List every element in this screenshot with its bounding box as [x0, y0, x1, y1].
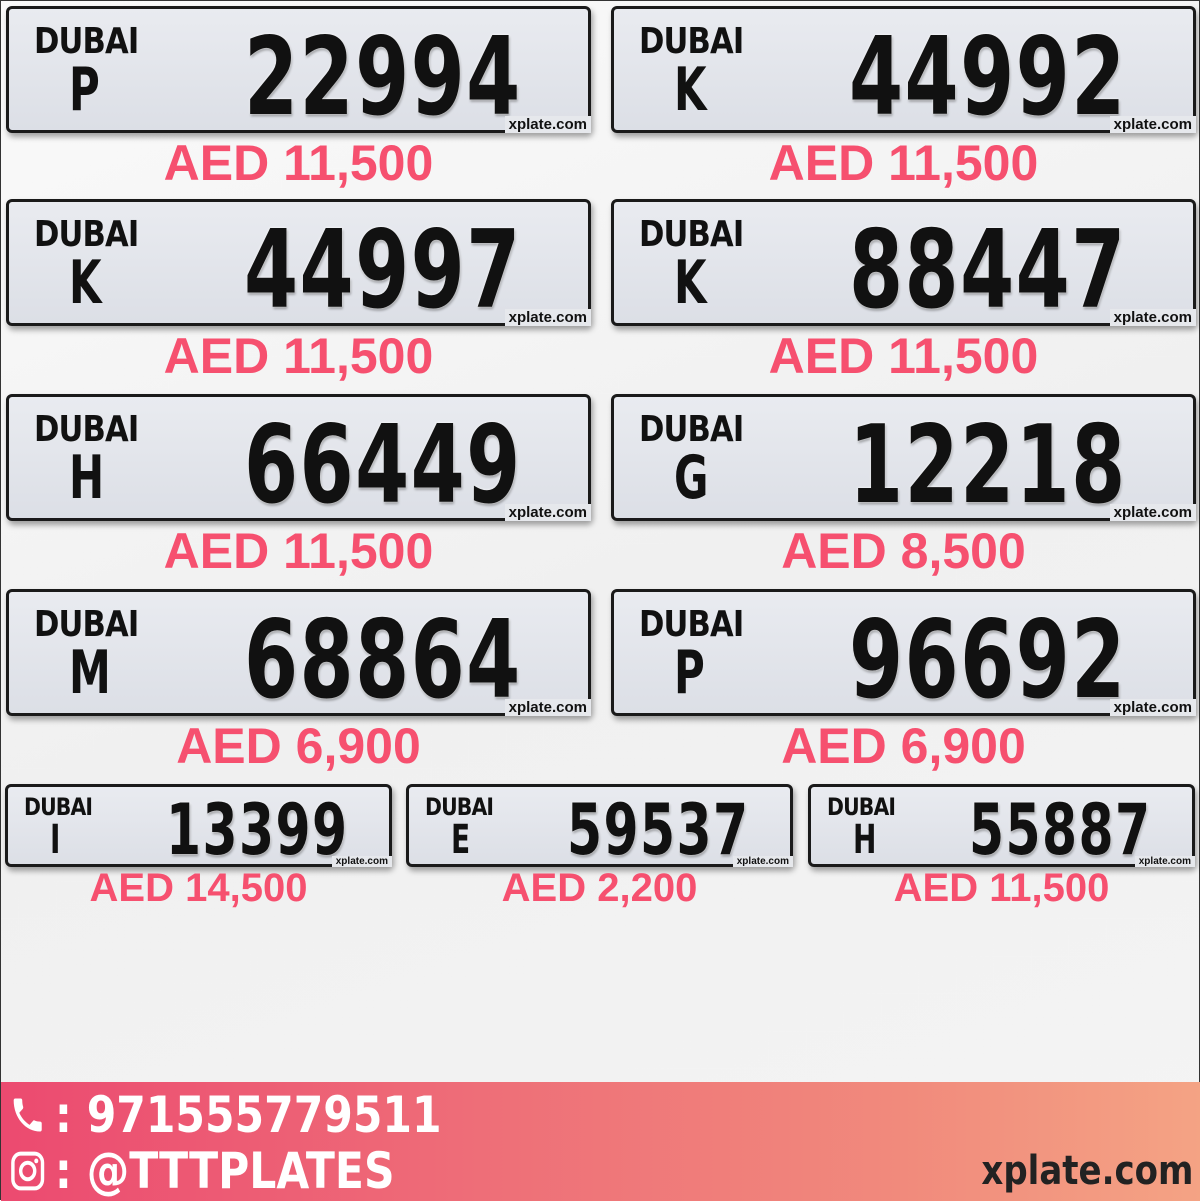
plate-price: AED 6,900 — [176, 718, 421, 774]
watermark: xplate.com — [504, 504, 591, 521]
plate-letter: H — [853, 817, 877, 863]
plate-number: 59537 — [567, 789, 750, 871]
plate-price: AED 11,500 — [163, 135, 434, 191]
plate-number: 13399 — [166, 789, 349, 871]
plate-number: 88447 — [849, 208, 1127, 333]
watermark: xplate.com — [504, 699, 591, 716]
plate-card[interactable]: DUBAI P 22994 xplate.com — [6, 6, 591, 140]
instagram-handle[interactable]: : @TTTPLATES — [54, 1142, 395, 1200]
plate-card[interactable]: DUBAI I 13399 xplate.com — [5, 784, 392, 871]
watermark: xplate.com — [504, 116, 591, 133]
phone-line: : 971555779511 — [9, 1086, 442, 1144]
plate-price: AED 11,500 — [163, 328, 434, 384]
plate-letter: K — [69, 248, 102, 318]
plate-letter: G — [674, 443, 709, 513]
plate-number: 12218 — [849, 403, 1127, 528]
plate-price: AED 11,500 — [893, 866, 1110, 910]
watermark: xplate.com — [1109, 699, 1196, 716]
site-logo: xplate.com — [980, 1148, 1193, 1194]
dubai-logo: DUBAI — [425, 793, 494, 821]
plate-letter: H — [69, 443, 105, 513]
plate-card[interactable]: DUBAI K 44997 xplate.com — [6, 199, 591, 333]
phone-icon — [13, 1098, 42, 1132]
plate-number: 44992 — [849, 15, 1127, 140]
plate-price: AED 11,500 — [768, 328, 1039, 384]
plate-number: 66449 — [244, 403, 522, 528]
dubai-logo: DUBAI — [639, 409, 744, 450]
plate-card[interactable]: DUBAI M 68864 xplate.com — [6, 589, 591, 723]
dubai-logo: DUBAI — [34, 409, 139, 450]
phone-number[interactable]: : 971555779511 — [54, 1086, 442, 1144]
dubai-logo: DUBAI — [24, 793, 93, 821]
plate-price: AED 14,500 — [89, 866, 308, 910]
dubai-logo: DUBAI — [827, 793, 896, 821]
plate-card[interactable]: DUBAI H 55887 xplate.com — [808, 784, 1195, 871]
watermark: xplate.com — [1109, 504, 1196, 521]
instagram-line: : @TTTPLATES — [9, 1142, 395, 1200]
plate-card[interactable]: DUBAI H 66449 xplate.com — [6, 394, 591, 528]
plate-number: 96692 — [849, 598, 1127, 723]
dubai-logo: DUBAI — [34, 21, 139, 62]
plate-letter: K — [674, 248, 707, 318]
dubai-logo: DUBAI — [639, 214, 744, 255]
plate-price: AED 6,900 — [781, 718, 1026, 774]
dubai-logo: DUBAI — [34, 604, 139, 645]
watermark: xplate.com — [504, 309, 591, 326]
dubai-logo: DUBAI — [34, 214, 139, 255]
watermark: xplate.com — [1109, 309, 1196, 326]
plate-price: AED 11,500 — [768, 135, 1039, 191]
plate-card[interactable]: DUBAI E 59537 xplate.com — [406, 784, 793, 871]
plate-price: AED 2,200 — [501, 866, 698, 910]
plate-letter: E — [451, 817, 471, 863]
plate-price: AED 11,500 — [163, 523, 434, 579]
plate-card[interactable]: DUBAI K 88447 xplate.com — [611, 199, 1196, 333]
plate-letter: I — [50, 817, 61, 863]
plate-card[interactable]: DUBAI K 44992 xplate.com — [611, 6, 1196, 140]
dubai-logo: DUBAI — [639, 604, 744, 645]
instagram-icon — [11, 1151, 45, 1191]
plate-number: 68864 — [244, 598, 522, 723]
plate-number: 22994 — [244, 15, 522, 140]
plate-card[interactable]: DUBAI G 12218 xplate.com — [611, 394, 1196, 528]
plate-number: 55887 — [969, 789, 1152, 871]
watermark: xplate.com — [1134, 856, 1195, 867]
plate-letter: K — [674, 55, 707, 125]
footer-banner: : 971555779511 : @TTTPLATES xplate.com — [1, 1082, 1200, 1201]
watermark: xplate.com — [1109, 116, 1196, 133]
plate-letter: M — [69, 638, 111, 708]
plate-letter: P — [69, 55, 100, 125]
plate-card[interactable]: DUBAI P 96692 xplate.com — [611, 589, 1196, 723]
plate-price: AED 8,500 — [781, 523, 1026, 579]
plate-letter: P — [674, 638, 705, 708]
plate-number: 44997 — [244, 208, 522, 333]
watermark: xplate.com — [331, 856, 392, 867]
watermark: xplate.com — [732, 856, 793, 867]
dubai-logo: DUBAI — [639, 21, 744, 62]
